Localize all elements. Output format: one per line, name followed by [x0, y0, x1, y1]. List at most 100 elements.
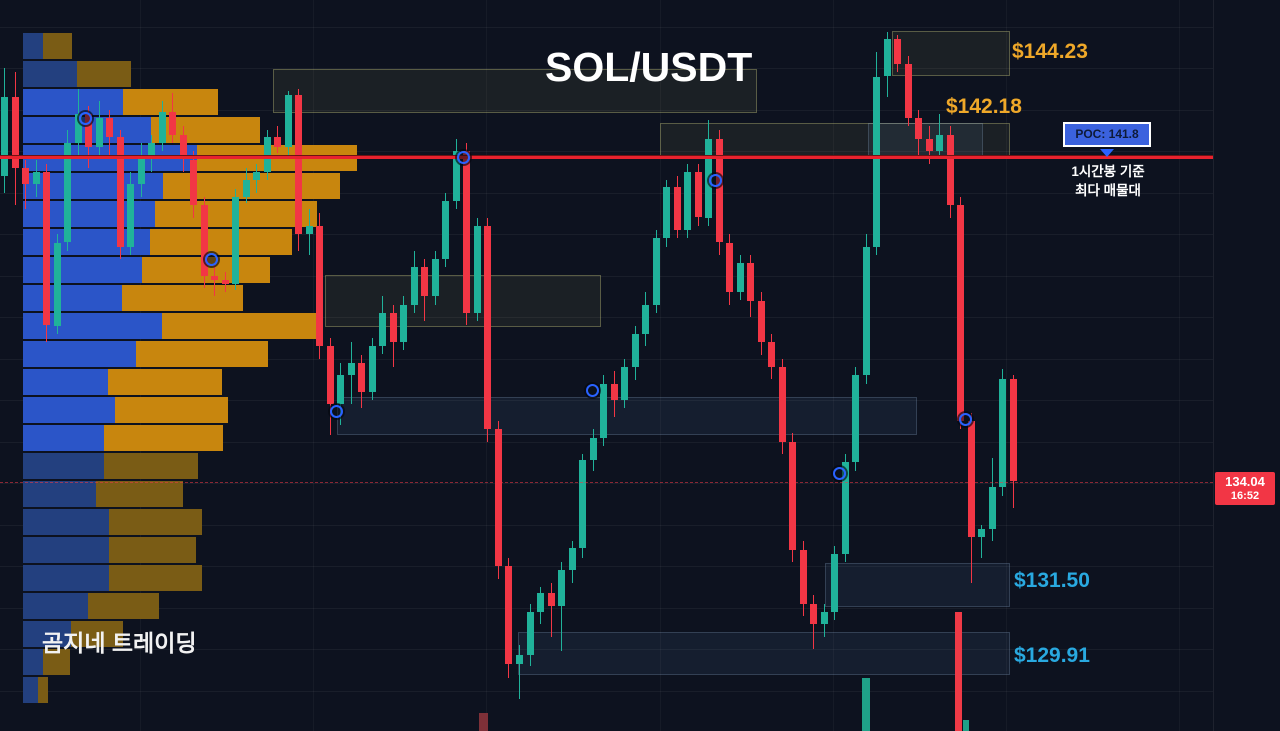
- zone-box[interactable]: [825, 563, 1010, 607]
- volume-profile-buy-bar: [23, 369, 108, 395]
- price-level-label[interactable]: $131.50: [1014, 569, 1090, 592]
- candlestick-chart[interactable]: [0, 0, 1213, 731]
- candle-body: [936, 134, 943, 152]
- candle-body: [527, 611, 534, 656]
- candle-body: [894, 39, 901, 65]
- zone-box[interactable]: [518, 632, 1010, 675]
- candle-body: [453, 151, 460, 201]
- horizontal-gridline: [0, 358, 1213, 360]
- trade-marker-icon[interactable]: [833, 466, 846, 480]
- candle-body: [810, 603, 817, 625]
- candle-body: [653, 238, 660, 305]
- candle-body: [716, 138, 723, 243]
- trade-marker-icon[interactable]: [457, 151, 470, 165]
- volume-profile-buy-bar: [23, 649, 43, 675]
- price-level-label[interactable]: $144.23: [1012, 40, 1088, 63]
- candle-body: [915, 118, 922, 139]
- volume-profile-sell-bar: [71, 621, 123, 647]
- candle-body: [863, 246, 870, 376]
- vertical-gridline: [1179, 0, 1180, 731]
- candle-body: [600, 383, 607, 438]
- candle-body: [316, 225, 323, 347]
- volume-profile-buy-bar: [23, 397, 115, 423]
- candle-body: [905, 64, 912, 118]
- volume-profile-sell-bar: [43, 33, 72, 59]
- current-price-badge: 134.04 16:52: [1215, 471, 1275, 505]
- candle-body: [758, 300, 765, 343]
- poc-label[interactable]: POC: 141.8: [1063, 122, 1151, 147]
- poc-pointer-icon: [1100, 149, 1114, 157]
- volume-profile-sell-bar: [123, 89, 218, 115]
- candle-body: [253, 171, 260, 181]
- zone-box[interactable]: [273, 69, 757, 113]
- candle-body: [779, 367, 786, 442]
- candle-body: [852, 375, 859, 463]
- candle-body: [358, 362, 365, 392]
- candle-body: [926, 138, 933, 152]
- candle-wick: [519, 645, 520, 699]
- poc-line[interactable]: [0, 156, 1280, 160]
- candle-body: [821, 611, 828, 625]
- candle-body: [516, 655, 523, 664]
- candle-body: [180, 134, 187, 160]
- candle-body: [232, 196, 239, 284]
- volume-profile-sell-bar: [109, 565, 202, 591]
- volume-profile-buy-bar: [23, 593, 88, 619]
- candle-body: [789, 441, 796, 550]
- trade-marker-icon[interactable]: [79, 111, 92, 125]
- trade-marker-icon[interactable]: [205, 253, 218, 266]
- candle-body: [264, 136, 271, 172]
- volume-profile-sell-bar: [109, 509, 202, 535]
- vertical-gridline: [660, 0, 661, 731]
- volume-profile-buy-bar: [23, 453, 104, 479]
- volume-profile-buy-bar: [23, 677, 38, 703]
- volume-profile-buy-bar: [23, 341, 136, 367]
- chart-title: SOL/USDT: [545, 44, 753, 90]
- candle-body: [54, 242, 61, 326]
- horizontal-gridline: [0, 192, 1213, 194]
- trade-marker-icon[interactable]: [709, 174, 722, 188]
- price-level-label[interactable]: $129.91: [1014, 644, 1090, 667]
- candle-wick: [561, 562, 562, 652]
- volume-profile-sell-bar: [115, 397, 228, 423]
- candle-body: [390, 313, 397, 343]
- candle-body: [106, 118, 113, 137]
- candle-body: [138, 155, 145, 185]
- candle-body: [505, 566, 512, 664]
- price-level-label[interactable]: $142.18: [946, 95, 1022, 118]
- candle-body: [484, 225, 491, 430]
- candle-wick: [214, 263, 215, 297]
- volume-profile-buy-bar: [23, 509, 109, 535]
- horizontal-gridline: [0, 649, 1213, 651]
- candle-body: [590, 437, 597, 461]
- volume-profile-buy-bar: [23, 257, 142, 283]
- candle-body: [117, 136, 124, 247]
- candle-body: [463, 151, 470, 314]
- volume-profile-buy-bar: [23, 33, 43, 59]
- candle-body: [989, 487, 996, 529]
- horizontal-gridline: [0, 524, 1213, 526]
- candle-body: [474, 225, 481, 313]
- candle-body: [432, 259, 439, 297]
- zone-box[interactable]: [337, 397, 917, 435]
- volume-profile-buy-bar: [23, 61, 77, 87]
- candle-body: [159, 111, 166, 143]
- candle-body: [800, 549, 807, 604]
- trade-marker-icon[interactable]: [586, 383, 599, 397]
- price-axis[interactable]: 145.00144.00143.00142.00141.00140.00139.…: [1213, 0, 1280, 731]
- volume-profile-sell-bar: [77, 61, 131, 87]
- trade-marker-icon[interactable]: [330, 404, 343, 418]
- horizontal-gridline: [0, 275, 1213, 277]
- candle-body: [663, 186, 670, 239]
- candle-body: [148, 142, 155, 156]
- volume-profile-sell-bar: [108, 369, 222, 395]
- trade-marker-icon[interactable]: [959, 412, 972, 426]
- candle-body: [978, 528, 985, 538]
- candle-body: [442, 201, 449, 260]
- candle-body: [1010, 379, 1017, 482]
- candle-body: [64, 142, 71, 243]
- candle-wick: [981, 524, 982, 558]
- poc-annotation: 1시간봉 기준 최다 매물대: [1038, 162, 1178, 200]
- candle-body: [642, 304, 649, 334]
- candle-body: [621, 367, 628, 401]
